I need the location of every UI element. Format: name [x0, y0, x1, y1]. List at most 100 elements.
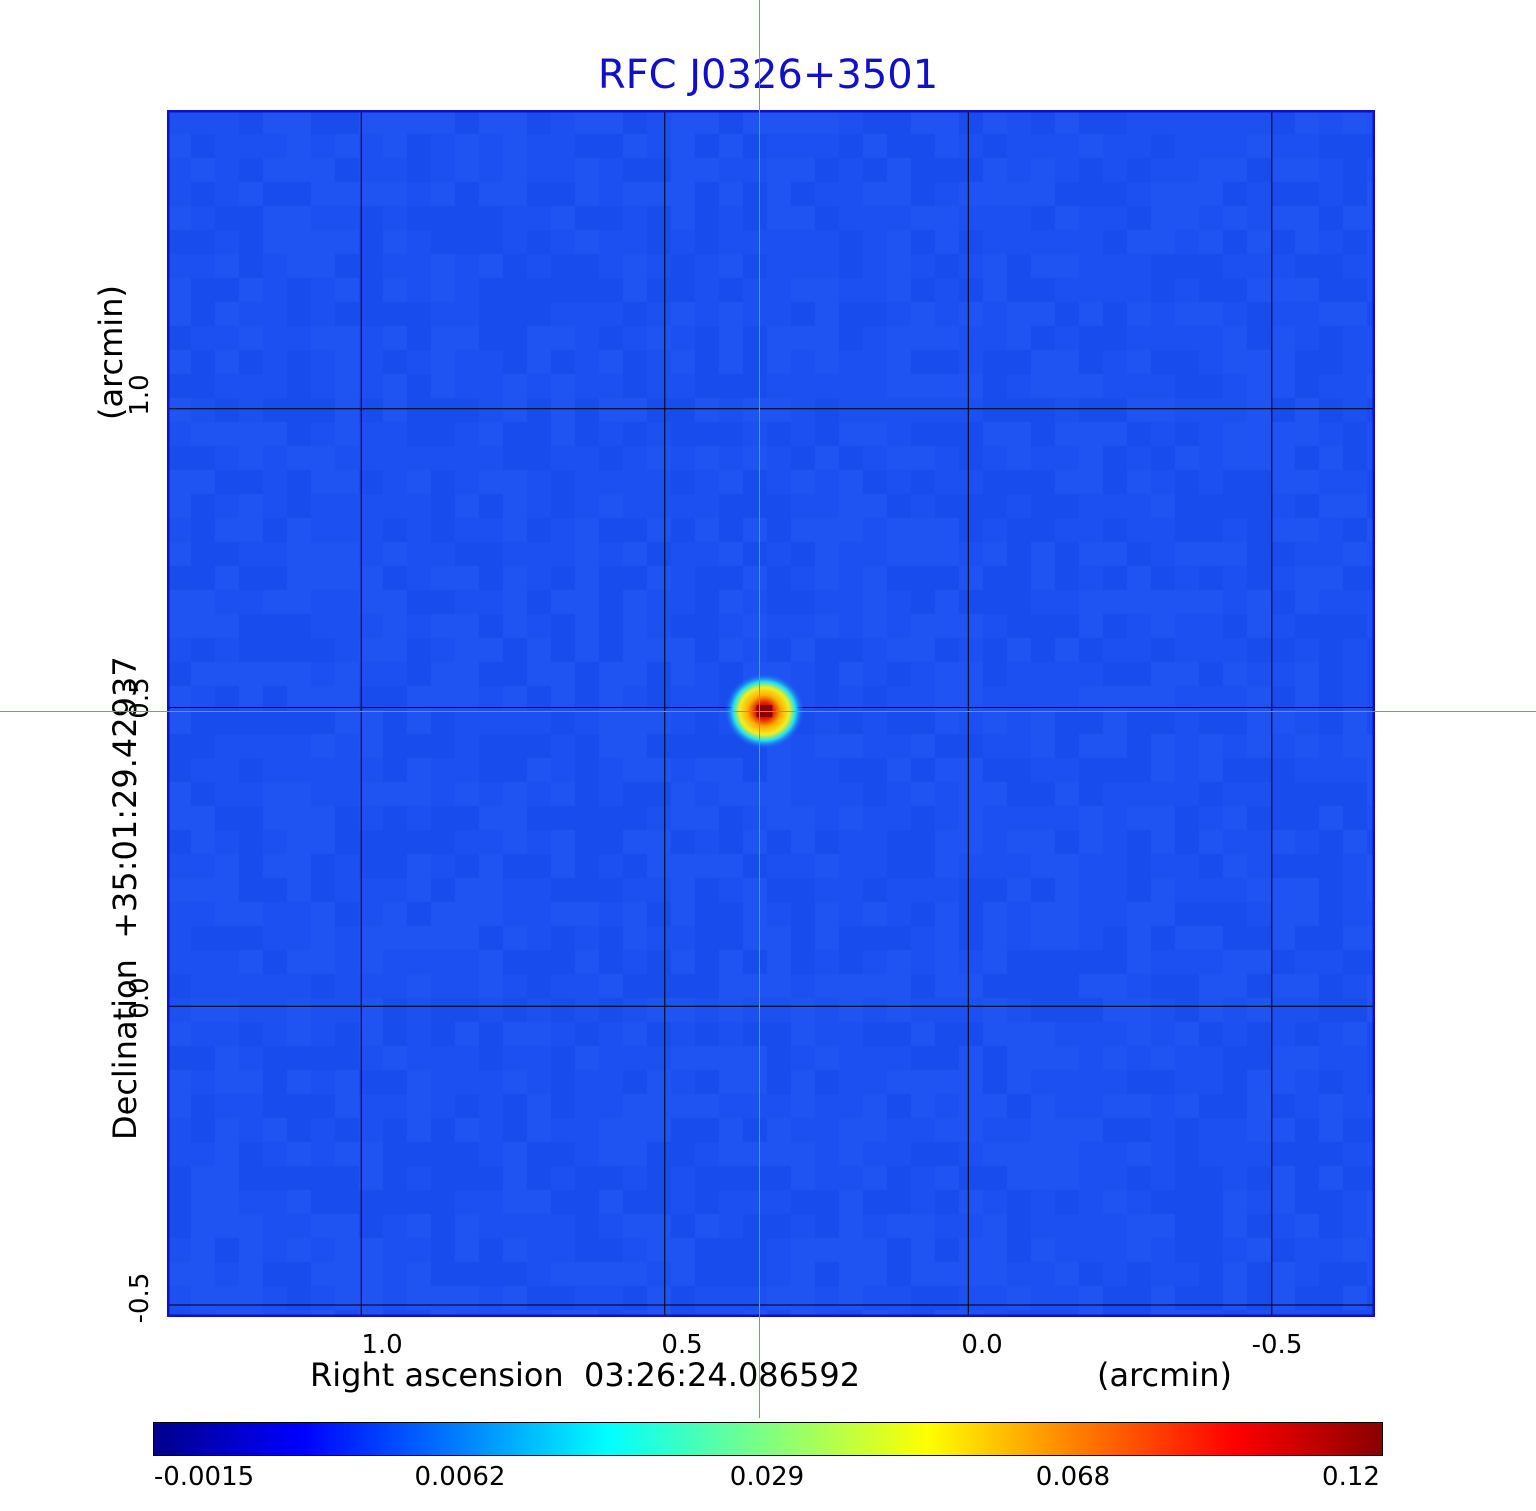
noise-cell — [959, 1190, 983, 1214]
noise-cell — [1247, 998, 1271, 1022]
noise-cell — [863, 182, 887, 206]
noise-cell — [455, 158, 479, 182]
noise-cell — [599, 878, 623, 902]
noise-cell — [1247, 590, 1271, 614]
noise-cell — [1127, 854, 1151, 878]
noise-cell — [191, 350, 215, 374]
noise-cell — [1199, 1022, 1223, 1046]
noise-cell — [911, 1214, 935, 1238]
noise-cell — [959, 1310, 983, 1317]
chart-title: RFC J0326+3501 — [597, 52, 939, 98]
noise-cell — [935, 1046, 959, 1070]
noise-cell — [239, 182, 263, 206]
noise-cell — [911, 854, 935, 878]
noise-cell — [1175, 1142, 1199, 1166]
noise-cell — [1007, 1286, 1031, 1310]
noise-cell — [719, 1046, 743, 1070]
noise-cell — [671, 614, 695, 638]
noise-cell — [1343, 830, 1367, 854]
image-plot[interactable] — [167, 110, 1375, 1317]
noise-cell — [911, 614, 935, 638]
noise-cell — [239, 1310, 263, 1317]
noise-cell — [983, 470, 1007, 494]
noise-cell — [383, 1190, 407, 1214]
noise-cell — [1007, 542, 1031, 566]
noise-cell — [167, 206, 191, 230]
noise-cell — [863, 134, 887, 158]
noise-cell — [791, 902, 815, 926]
noise-cell — [239, 614, 263, 638]
noise-cell — [1175, 1286, 1199, 1310]
noise-cell — [1295, 350, 1319, 374]
noise-cell — [1367, 1118, 1375, 1142]
noise-cell — [695, 902, 719, 926]
noise-cell — [431, 182, 455, 206]
noise-cell — [647, 566, 671, 590]
noise-cell — [743, 950, 767, 974]
noise-cell — [1367, 758, 1375, 782]
noise-cell — [983, 350, 1007, 374]
noise-cell — [1151, 806, 1175, 830]
noise-cell — [1175, 926, 1199, 950]
noise-cell — [743, 614, 767, 638]
noise-cell — [911, 710, 935, 734]
x-tick-label: -0.5 — [1251, 1330, 1303, 1360]
noise-cell — [911, 326, 935, 350]
noise-cell — [431, 470, 455, 494]
noise-cell — [647, 974, 671, 998]
noise-cell — [1175, 206, 1199, 230]
noise-cell — [1127, 998, 1151, 1022]
noise-cell — [695, 590, 719, 614]
noise-cell — [455, 902, 479, 926]
noise-cell — [695, 1238, 719, 1262]
noise-cell — [887, 230, 911, 254]
noise-cell — [551, 1286, 575, 1310]
noise-cell — [287, 854, 311, 878]
noise-cell — [911, 1094, 935, 1118]
noise-cell — [1103, 950, 1127, 974]
noise-cell — [887, 710, 911, 734]
noise-cell — [623, 590, 647, 614]
noise-cell — [263, 566, 287, 590]
noise-cell — [287, 158, 311, 182]
noise-cell — [359, 110, 383, 134]
noise-cell — [407, 926, 431, 950]
noise-cell — [359, 782, 383, 806]
noise-cell — [839, 1310, 863, 1317]
noise-cell — [335, 1142, 359, 1166]
noise-cell — [479, 206, 503, 230]
noise-cell — [695, 1046, 719, 1070]
noise-cell — [1127, 1022, 1151, 1046]
noise-cell — [1295, 1118, 1319, 1142]
noise-cell — [839, 134, 863, 158]
noise-cell — [455, 1094, 479, 1118]
noise-cell — [551, 1262, 575, 1286]
noise-cell — [767, 1310, 791, 1317]
noise-cell — [719, 470, 743, 494]
noise-cell — [863, 878, 887, 902]
noise-cell — [311, 710, 335, 734]
noise-cell — [359, 470, 383, 494]
noise-cell — [959, 686, 983, 710]
noise-cell — [1007, 350, 1031, 374]
noise-cell — [791, 830, 815, 854]
noise-cell — [383, 110, 407, 134]
noise-cell — [383, 1022, 407, 1046]
noise-cell — [431, 566, 455, 590]
noise-cell — [503, 734, 527, 758]
noise-cell — [1031, 854, 1055, 878]
noise-cell — [647, 1214, 671, 1238]
noise-cell — [815, 1238, 839, 1262]
noise-cell — [239, 950, 263, 974]
noise-cell — [1007, 446, 1031, 470]
noise-cell — [287, 278, 311, 302]
noise-cell — [671, 1214, 695, 1238]
noise-cell — [719, 1142, 743, 1166]
noise-cell — [167, 374, 191, 398]
noise-cell — [335, 686, 359, 710]
noise-cell — [1031, 422, 1055, 446]
noise-cell — [287, 206, 311, 230]
noise-cell — [743, 1142, 767, 1166]
noise-cell — [767, 1022, 791, 1046]
noise-cell — [479, 902, 503, 926]
